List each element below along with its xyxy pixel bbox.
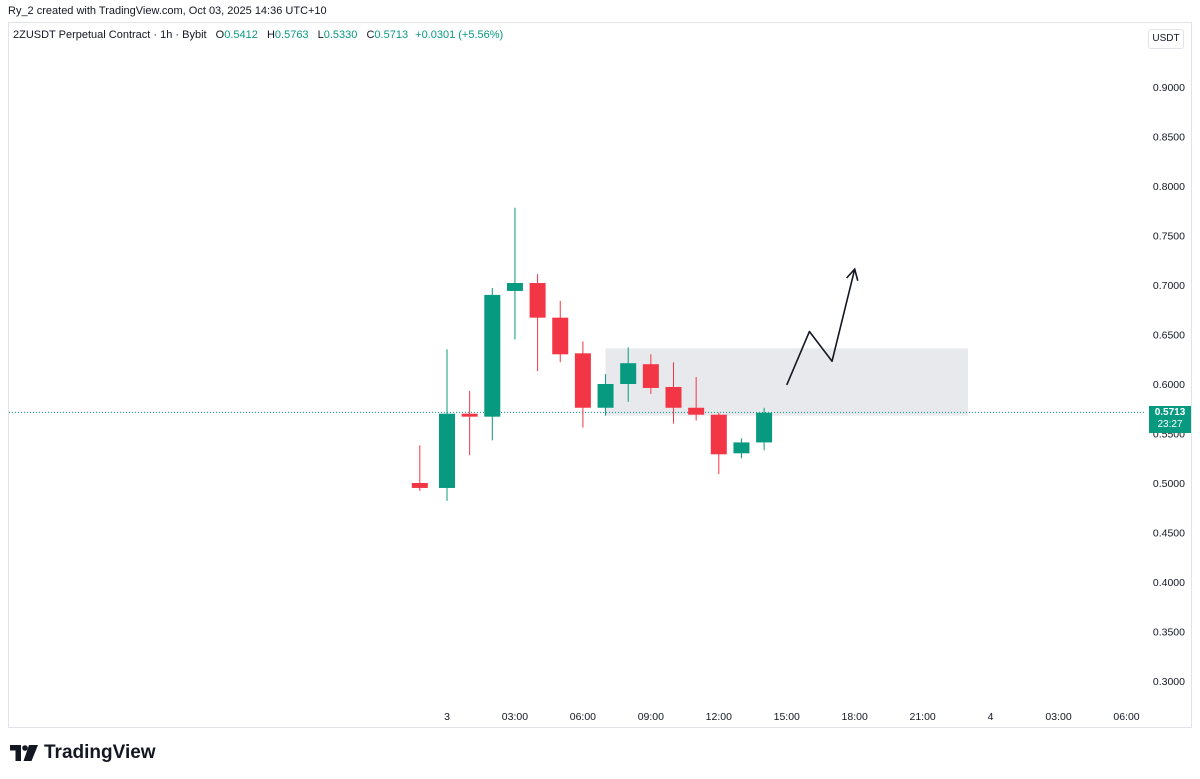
x-tick-label-1: 03:00 [502, 711, 528, 723]
y-tick-label-5: 0.6500 [1153, 330, 1185, 342]
y-tick-label-9: 0.4500 [1153, 528, 1185, 540]
candle-body-6 [552, 317, 569, 355]
candle-body-12 [688, 407, 705, 415]
change-value: +0.0301 (+5.56%) [415, 29, 504, 41]
candle-body-14 [733, 442, 750, 454]
candle-body-2 [461, 413, 478, 417]
y-tick-label-3: 0.7500 [1153, 231, 1185, 243]
x-tick-label-3: 09:00 [638, 711, 664, 723]
x-tick-label-9: 03:00 [1045, 711, 1071, 723]
y-tick-label-12: 0.3000 [1153, 676, 1185, 688]
low-value: 0.5330 [323, 29, 358, 41]
candle-body-15 [756, 412, 773, 443]
zone-rectangle [605, 348, 968, 416]
x-tick-label-5: 15:00 [774, 711, 800, 723]
symbol-title[interactable]: 2ZUSDT Perpetual Contract · 1h · Bybit [13, 29, 207, 41]
candle-body-9 [620, 363, 637, 384]
y-tick-label-4: 0.7000 [1153, 280, 1185, 292]
candle-body-11 [665, 386, 682, 408]
candle-body-0 [411, 483, 428, 488]
tradingview-logo-icon [10, 745, 38, 761]
brand-name: TradingView [44, 742, 156, 763]
open-key: O [215, 29, 225, 41]
y-tick-label-0: 0.9000 [1153, 82, 1185, 94]
y-tick-label-1: 0.8500 [1153, 132, 1185, 144]
low-key: L [317, 29, 324, 41]
last-price-tag: 0.5713 23:27 [1149, 406, 1191, 433]
close-value: 0.5713 [374, 29, 409, 41]
candle-body-10 [642, 364, 659, 388]
projection-path [786, 268, 856, 386]
y-tick-label-10: 0.4000 [1153, 577, 1185, 589]
x-tick-label-0: 3 [444, 711, 450, 723]
candle-body-5 [529, 283, 546, 318]
currency-button[interactable]: USDT [1148, 29, 1184, 49]
y-tick-label-2: 0.8000 [1153, 181, 1185, 193]
x-tick-label-6: 18:00 [842, 711, 868, 723]
candle-body-1 [439, 413, 455, 488]
y-tick-label-6: 0.6000 [1153, 379, 1185, 391]
x-tick-label-10: 06:00 [1113, 711, 1139, 723]
candle-body-4 [506, 283, 523, 291]
candle-body-7 [574, 353, 591, 408]
x-tick-label-4: 12:00 [706, 711, 732, 723]
open-value: 0.5412 [224, 29, 258, 41]
close-key: C [366, 29, 375, 41]
high-key: H [266, 29, 275, 41]
x-tick-label-7: 21:00 [910, 711, 936, 723]
candle-body-13 [710, 414, 727, 455]
y-tick-label-8: 0.5000 [1153, 478, 1185, 490]
ohlc-legend: 2ZUSDT Perpetual Contract · 1h · Bybit O… [13, 29, 503, 41]
high-value: 0.5763 [274, 29, 309, 41]
candle-countdown: 23:27 [1157, 419, 1183, 430]
last-price-value: 0.5713 [1154, 407, 1186, 418]
x-tick-label-2: 06:00 [570, 711, 596, 723]
chart-credit: Ry_2 created with TradingView.com, Oct 0… [8, 5, 327, 17]
candle-body-3 [484, 294, 501, 417]
tradingview-logo[interactable]: TradingView [10, 742, 156, 764]
chart-frame [8, 22, 1192, 728]
y-tick-label-11: 0.3500 [1153, 627, 1185, 639]
candle-body-8 [597, 384, 614, 408]
projection-arrowhead [846, 267, 859, 281]
x-tick-label-8: 4 [988, 711, 994, 723]
